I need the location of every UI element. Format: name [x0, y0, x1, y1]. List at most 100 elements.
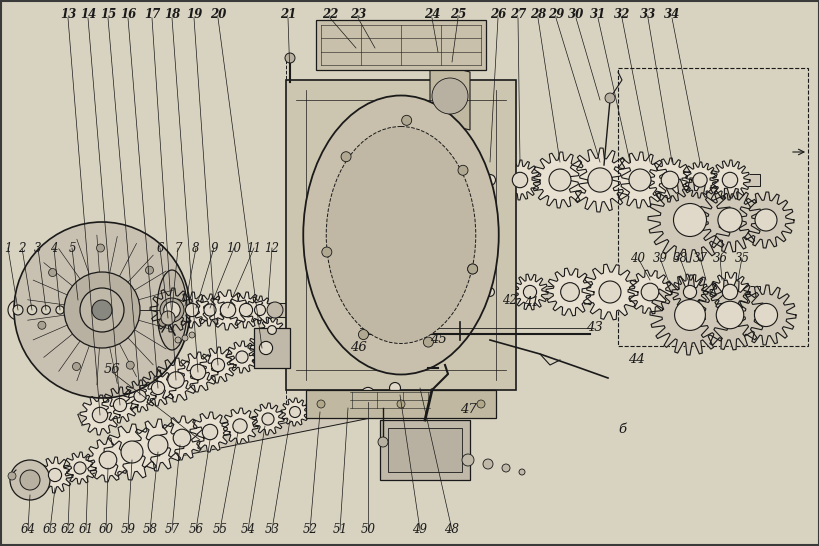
Polygon shape	[154, 358, 197, 402]
Circle shape	[477, 400, 484, 408]
Circle shape	[753, 304, 776, 327]
Circle shape	[560, 283, 579, 301]
Text: 60: 60	[98, 524, 113, 537]
Text: 19: 19	[186, 8, 201, 21]
Polygon shape	[174, 292, 210, 328]
Ellipse shape	[303, 96, 498, 375]
Circle shape	[501, 464, 509, 472]
Circle shape	[13, 305, 23, 315]
Polygon shape	[260, 318, 283, 342]
Circle shape	[164, 302, 180, 318]
Polygon shape	[340, 392, 429, 408]
Circle shape	[549, 169, 570, 191]
Circle shape	[133, 390, 146, 402]
Text: 7: 7	[174, 241, 182, 254]
Circle shape	[152, 382, 165, 395]
Text: 1: 1	[4, 241, 11, 254]
Text: 16: 16	[120, 8, 136, 21]
Polygon shape	[160, 416, 204, 460]
Circle shape	[99, 451, 116, 469]
Polygon shape	[29, 394, 431, 486]
Circle shape	[598, 281, 620, 303]
Polygon shape	[532, 152, 587, 208]
Circle shape	[396, 400, 405, 408]
Text: 38: 38	[672, 252, 686, 264]
Text: 15: 15	[100, 8, 116, 21]
Polygon shape	[581, 264, 637, 320]
Text: 40: 40	[630, 252, 645, 264]
Circle shape	[587, 168, 611, 192]
Polygon shape	[208, 290, 247, 330]
Circle shape	[22, 300, 42, 319]
Circle shape	[682, 286, 696, 299]
Circle shape	[182, 335, 188, 341]
Circle shape	[145, 266, 153, 274]
Circle shape	[70, 302, 86, 318]
Polygon shape	[140, 370, 176, 406]
Polygon shape	[150, 288, 194, 332]
Bar	[305, 390, 495, 418]
Circle shape	[485, 288, 494, 296]
Text: 29: 29	[547, 8, 563, 21]
Text: 30: 30	[568, 8, 583, 21]
Circle shape	[672, 204, 706, 236]
Circle shape	[72, 363, 80, 371]
Polygon shape	[190, 412, 229, 452]
Circle shape	[38, 321, 46, 329]
Text: 5: 5	[68, 241, 75, 254]
Text: 3: 3	[34, 241, 42, 254]
Text: 39: 39	[652, 252, 667, 264]
Text: 25: 25	[450, 8, 465, 21]
Polygon shape	[709, 272, 749, 312]
Polygon shape	[545, 268, 593, 316]
Circle shape	[722, 173, 737, 188]
Circle shape	[48, 269, 57, 276]
Text: 55: 55	[212, 524, 227, 537]
Circle shape	[484, 175, 495, 186]
Text: 46: 46	[349, 341, 366, 354]
Text: 56: 56	[188, 524, 203, 537]
Circle shape	[628, 169, 650, 191]
Polygon shape	[511, 274, 547, 310]
Circle shape	[74, 306, 82, 314]
Polygon shape	[672, 274, 707, 310]
Text: 45: 45	[429, 334, 446, 347]
Circle shape	[378, 437, 387, 447]
Circle shape	[48, 468, 61, 482]
Circle shape	[168, 372, 184, 388]
Circle shape	[92, 300, 112, 320]
Polygon shape	[305, 394, 329, 418]
Polygon shape	[102, 387, 138, 423]
Polygon shape	[246, 296, 274, 324]
Text: 28: 28	[529, 8, 545, 21]
Circle shape	[267, 302, 283, 318]
Polygon shape	[350, 376, 386, 412]
Circle shape	[173, 429, 191, 447]
Polygon shape	[697, 188, 761, 252]
Text: 35: 35	[734, 252, 749, 264]
Circle shape	[285, 53, 295, 63]
Polygon shape	[709, 160, 749, 200]
Circle shape	[458, 165, 468, 175]
Polygon shape	[172, 303, 290, 317]
Circle shape	[42, 306, 50, 314]
Text: 11: 11	[247, 241, 261, 254]
Circle shape	[754, 209, 776, 231]
Text: 10: 10	[226, 241, 242, 254]
Circle shape	[159, 318, 166, 327]
Polygon shape	[37, 457, 73, 493]
Text: 22: 22	[322, 8, 337, 21]
Polygon shape	[381, 374, 409, 402]
Text: 26: 26	[489, 8, 505, 21]
Circle shape	[202, 424, 217, 440]
Circle shape	[239, 304, 252, 317]
Polygon shape	[611, 152, 667, 208]
Circle shape	[317, 400, 324, 408]
Circle shape	[161, 311, 174, 325]
Text: 34: 34	[663, 8, 679, 21]
Ellipse shape	[326, 127, 475, 343]
Text: 21: 21	[279, 8, 296, 21]
Circle shape	[211, 358, 224, 372]
Circle shape	[10, 460, 50, 500]
Circle shape	[338, 394, 351, 406]
